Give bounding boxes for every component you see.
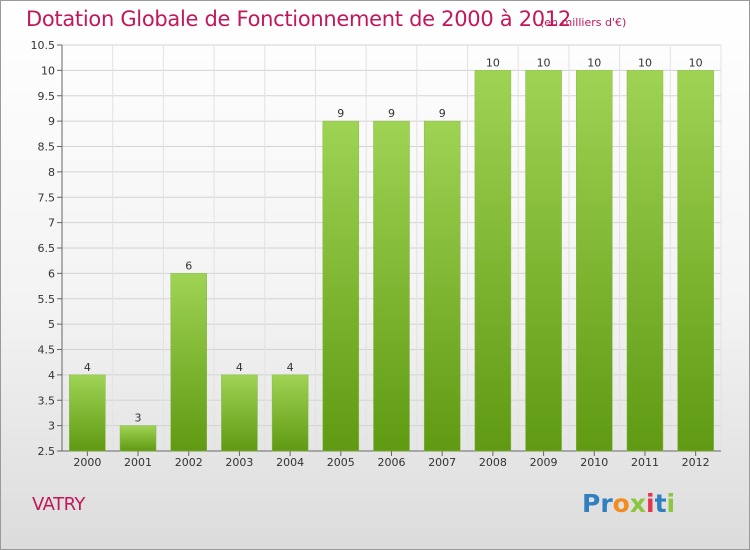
- y-tick-label: 4: [48, 369, 55, 382]
- y-tick-label: 5: [48, 318, 55, 331]
- bar-2003: [221, 374, 258, 452]
- data-label: 10: [537, 56, 551, 69]
- y-tick-label: 6.5: [38, 242, 56, 255]
- y-tick-label: 7.5: [38, 191, 56, 204]
- bar-2007: [423, 120, 461, 452]
- y-tick-label: 7: [48, 217, 55, 230]
- y-tick-label: 9.5: [38, 90, 56, 103]
- data-labels: 4 3 6 4 4 9 9 9 10 10 10 10 10: [84, 56, 703, 424]
- logo-letter: x: [629, 489, 646, 518]
- x-tick-label: 2007: [428, 456, 456, 469]
- x-tick-label: 2011: [631, 456, 659, 469]
- proxiti-logo: Proxiti: [582, 489, 675, 518]
- chart-title: Dotation Globale de Fonctionnement de 20…: [26, 7, 571, 31]
- logo-letter: t: [654, 489, 667, 518]
- data-label: 4: [287, 361, 294, 374]
- bar-2009: [525, 70, 562, 452]
- logo-letter: o: [612, 489, 630, 518]
- data-label: 3: [135, 412, 142, 425]
- logo-letter: i: [666, 489, 676, 518]
- bar-2000: [69, 374, 106, 452]
- x-tick-label: 2009: [530, 456, 558, 469]
- bar-2011: [626, 70, 664, 452]
- bar-2004: [271, 374, 309, 452]
- bar-2002: [170, 273, 207, 452]
- x-tick-label: 2003: [225, 456, 253, 469]
- x-tick-label: 2012: [682, 456, 710, 469]
- data-label: 6: [185, 259, 192, 272]
- logo-letter: r: [600, 489, 613, 518]
- x-tick-label: 2010: [580, 456, 608, 469]
- y-tick-label: 3.5: [38, 394, 56, 407]
- y-tick-label: 4.5: [38, 344, 56, 357]
- chart-unit: (en milliers d'€): [540, 16, 627, 29]
- y-tick-label: 3: [48, 420, 55, 433]
- commune-name: VATRY: [32, 494, 85, 515]
- y-tick-label: 9: [48, 115, 55, 128]
- bar-2006: [373, 120, 410, 452]
- data-label: 10: [638, 56, 652, 69]
- logo-letter: P: [582, 489, 601, 518]
- data-label: 10: [587, 56, 601, 69]
- bar-2012: [677, 70, 714, 452]
- y-tick-label: 5.5: [38, 293, 56, 306]
- y-tick-label: 2.5: [38, 445, 56, 458]
- y-tick-label: 8: [48, 166, 55, 179]
- x-tick-label: 2008: [479, 456, 507, 469]
- x-tick-label: 2006: [378, 456, 406, 469]
- bar-2001: [119, 425, 157, 452]
- data-label: 4: [84, 361, 91, 374]
- data-label: 9: [388, 107, 395, 120]
- y-tick-label: 10.5: [31, 39, 56, 52]
- y-tick-label: 8.5: [38, 141, 56, 154]
- logo-letter: i: [646, 489, 655, 518]
- data-label: 10: [689, 56, 703, 69]
- bar-2005: [322, 120, 360, 452]
- x-tick-label: 2000: [73, 456, 101, 469]
- bar-2008: [474, 70, 512, 452]
- y-tick-label: 10: [41, 64, 55, 77]
- x-tick-label: 2005: [327, 456, 355, 469]
- data-label: 9: [439, 107, 446, 120]
- data-label: 9: [337, 107, 344, 120]
- bar-2010: [576, 70, 613, 452]
- data-label: 4: [236, 361, 243, 374]
- x-tick-label: 2002: [175, 456, 203, 469]
- y-tick-label: 6: [48, 267, 55, 280]
- data-label: 10: [486, 56, 500, 69]
- bars: [69, 70, 714, 452]
- x-tick-label: 2001: [124, 456, 152, 469]
- x-tick-label: 2004: [276, 456, 304, 469]
